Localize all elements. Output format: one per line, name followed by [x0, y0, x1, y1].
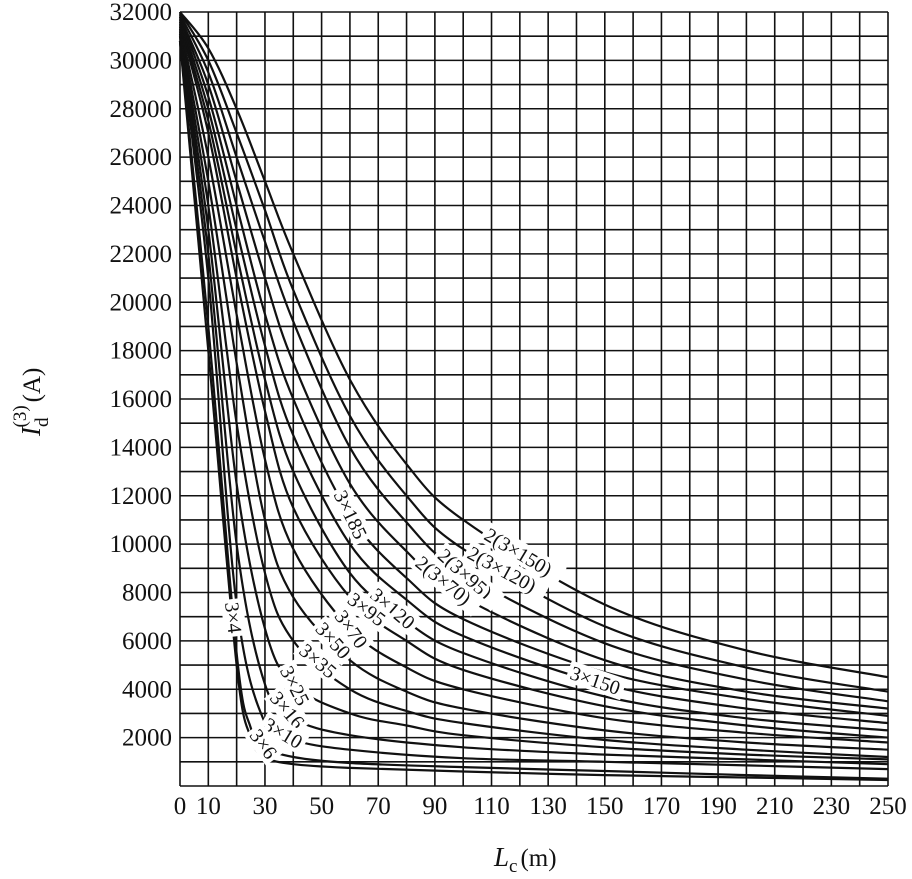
y-tick-label: 10000 — [110, 531, 173, 558]
curve-label-background — [409, 549, 485, 617]
curve-label-background — [274, 659, 316, 713]
y-tick-label: 2000 — [122, 725, 172, 752]
y-tick-label: 28000 — [110, 96, 173, 123]
curve-3×95 — [178, 23, 889, 739]
x-axis-title: Lc (m) — [493, 842, 557, 877]
curve-3×10 — [178, 40, 889, 771]
curve-label-background — [341, 585, 393, 633]
curve-3×16 — [178, 36, 889, 766]
y-tick-label: 20000 — [110, 289, 173, 316]
x-tick-label: 70 — [366, 793, 391, 820]
x-tick-label: 0 — [174, 793, 187, 820]
y-tick-label: 8000 — [122, 580, 172, 607]
y-tick-label: 12000 — [110, 483, 173, 510]
curve-label-background — [243, 722, 284, 766]
curve-label-background — [363, 581, 423, 637]
curve-label-background — [328, 483, 374, 547]
x-tick-label: 190 — [699, 793, 737, 820]
x-tick-label: 30 — [252, 793, 277, 820]
curve-3×70 — [178, 26, 889, 744]
y-axis-title: Id(3)(A) — [10, 368, 53, 437]
curve-2(3×70) — [178, 16, 889, 710]
curve-label-background — [309, 615, 358, 666]
y-tick-label: 26000 — [110, 144, 173, 171]
curve-2(3×120) — [179, 11, 889, 693]
x-tick-label: 170 — [643, 793, 681, 820]
curve-label-background — [478, 521, 567, 587]
curve-label-3×4: 3×4 — [220, 597, 247, 638]
curve-label-background — [257, 711, 310, 755]
curve-label-text: 3×4 — [220, 601, 245, 635]
y-tick-label: 30000 — [110, 47, 173, 74]
curve-label-background — [564, 660, 628, 701]
chart-grid — [179, 11, 889, 787]
x-tick-label: 230 — [813, 793, 851, 820]
curve-2(3×150) — [179, 11, 889, 679]
y-tick-label: 6000 — [122, 628, 172, 655]
curve-labels: 2(3×150)2(3×120)2(3×95)2(3×70)3×1853×120… — [220, 483, 628, 766]
x-tick-label: 130 — [529, 793, 567, 820]
x-tick-label: 150 — [586, 793, 624, 820]
x-tick-label: 110 — [473, 793, 510, 820]
y-tick-label: 18000 — [110, 338, 173, 365]
curve-label-background — [220, 597, 247, 638]
y-tick-label: 14000 — [110, 434, 173, 461]
y-tick-label: 16000 — [110, 386, 173, 413]
x-tick-label: 90 — [422, 793, 447, 820]
axis-tick-labels: 0 10 30 50 70 90 110 130 150 170 190 210 230 250 2000 4… — [110, 0, 907, 820]
curve-label-3×185: 3×185 — [328, 483, 374, 547]
y-tick-label: 24000 — [110, 193, 173, 220]
curve-label-background — [431, 541, 506, 612]
y-tick-label: 22000 — [110, 241, 173, 268]
curve-3×4 — [178, 40, 889, 782]
y-tick-label: 32000 — [110, 0, 173, 26]
curve-3×25 — [178, 33, 889, 761]
curve-label-background — [293, 637, 344, 685]
curve-label-background — [328, 603, 375, 656]
curve-label-background — [263, 684, 312, 736]
curve-3×120 — [178, 21, 889, 732]
chart-curves — [178, 11, 889, 782]
x-tick-label: 250 — [869, 793, 907, 820]
x-tick-label: 10 — [196, 793, 221, 820]
curve-2(3×95) — [179, 13, 889, 703]
y-tick-label: 4000 — [122, 676, 172, 703]
x-tick-label: 210 — [756, 793, 794, 820]
curve-label-3×6: 3×6 — [243, 722, 284, 766]
curve-label-background — [461, 540, 551, 603]
x-tick-label: 50 — [309, 793, 334, 820]
curve-3×6 — [178, 40, 889, 780]
curve-3×150 — [178, 18, 889, 725]
